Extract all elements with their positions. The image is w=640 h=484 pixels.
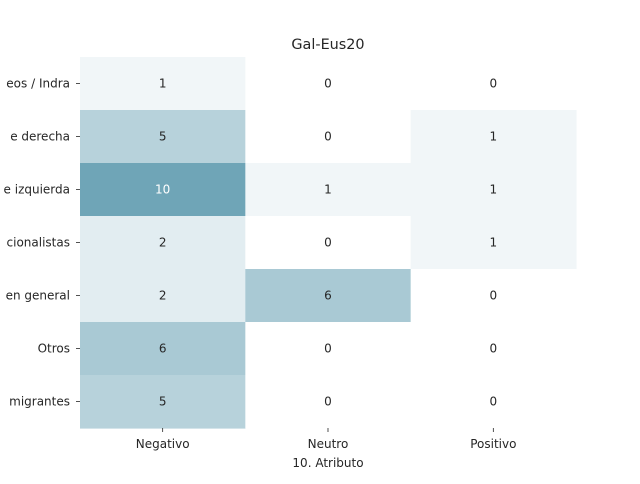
cell-value-label: 2	[159, 236, 167, 250]
x-axis-label: 10. Atributo	[292, 456, 363, 470]
heatmap-cell	[245, 375, 412, 429]
cell-value-label: 0	[324, 130, 332, 144]
heatmap-cell	[80, 110, 246, 164]
heatmap-cell	[410, 216, 577, 270]
cell-value-label: 0	[324, 77, 332, 91]
cell-value-label: 0	[490, 289, 498, 303]
y-axis: eos / Indra e derecha e izquierda cionalist…	[4, 77, 80, 409]
cell-value-label: 0	[490, 342, 498, 356]
x-tick-label: Negativo	[136, 437, 190, 451]
heatmap-cell	[245, 269, 412, 323]
x-axis: Negativo Neutro Positivo	[136, 428, 516, 451]
heatmap-cell	[80, 322, 246, 376]
heatmap-cells	[80, 57, 577, 429]
heatmap-cell	[245, 322, 412, 376]
cell-value-label: 0	[324, 236, 332, 250]
cell-value-label: 1	[324, 183, 332, 197]
cell-value-label: 0	[324, 395, 332, 409]
heatmap-cell	[410, 375, 577, 429]
heatmap-cell	[245, 216, 412, 270]
heatmap-cell	[410, 163, 577, 217]
heatmap-cell	[80, 216, 246, 270]
cell-value-label: 5	[159, 130, 167, 144]
cell-value-label: 6	[159, 342, 167, 356]
heatmap-cell	[80, 163, 246, 217]
cell-value-label: 1	[490, 130, 498, 144]
y-tick-label: eos / Indra	[6, 77, 70, 91]
y-tick-label: en general	[6, 289, 70, 303]
chart-title: Gal-Eus20	[291, 37, 364, 53]
heatmap-cell	[410, 269, 577, 323]
heatmap-cell	[80, 375, 246, 429]
x-tick-label: Neutro	[308, 437, 349, 451]
cell-value-label: 10	[155, 183, 170, 197]
heatmap-cell	[80, 57, 246, 111]
heatmap-cell	[410, 110, 577, 164]
cell-value-label: 5	[159, 395, 167, 409]
cell-value-label: 1	[490, 236, 498, 250]
heatmap-cell	[80, 269, 246, 323]
heatmap-cell	[245, 163, 412, 217]
heatmap-annotations: 1 0 05 0 110 1 12 0 12 6 06 0 05 0 0	[155, 77, 497, 409]
heatmap-cell	[245, 110, 412, 164]
heatmap-cell	[245, 57, 412, 111]
heatmap-cell	[410, 322, 577, 376]
cell-value-label: 6	[324, 289, 332, 303]
cell-value-label: 2	[159, 289, 167, 303]
x-tick-label: Positivo	[470, 437, 516, 451]
y-tick-label: e izquierda	[4, 183, 70, 197]
heatmap-cell	[410, 57, 577, 111]
cell-value-label: 1	[159, 77, 167, 91]
y-tick-label: cionalistas	[7, 236, 70, 250]
y-tick-label: migrantes	[9, 395, 70, 409]
cell-value-label: 0	[324, 342, 332, 356]
y-tick-label: e derecha	[10, 130, 70, 144]
y-tick-label: Otros	[38, 342, 70, 356]
cell-value-label: 1	[490, 183, 498, 197]
cell-value-label: 0	[490, 395, 498, 409]
cell-value-label: 0	[490, 77, 498, 91]
